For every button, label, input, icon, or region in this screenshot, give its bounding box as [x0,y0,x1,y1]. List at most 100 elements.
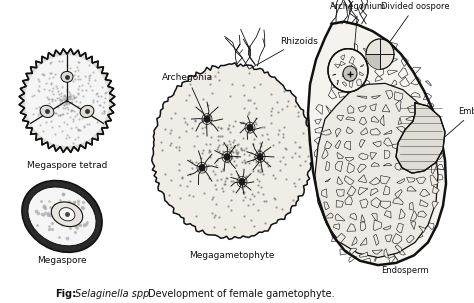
Polygon shape [415,186,423,195]
Polygon shape [357,164,366,173]
Point [48,98,56,103]
Point [207,122,215,127]
Point [44,96,52,101]
Polygon shape [364,174,367,184]
Polygon shape [365,211,374,215]
Point [68,94,75,98]
Point [36,105,43,110]
Point [280,125,288,130]
Polygon shape [340,199,346,208]
Point [63,95,71,100]
Polygon shape [389,257,395,264]
Point [238,160,246,165]
Point [199,148,207,153]
Polygon shape [407,186,416,191]
Polygon shape [437,137,441,146]
Polygon shape [338,92,348,98]
Point [240,93,248,98]
Point [38,71,46,76]
Point [84,81,92,85]
Point [205,176,213,181]
Polygon shape [385,142,394,146]
Point [74,91,82,96]
Point [81,73,88,78]
Polygon shape [382,105,390,112]
Text: Development of female gametophyte.: Development of female gametophyte. [148,289,335,299]
Polygon shape [385,91,393,99]
Circle shape [238,178,246,185]
Point [64,95,71,100]
Point [213,178,221,182]
Polygon shape [425,199,434,207]
Point [260,191,267,196]
Polygon shape [350,69,358,78]
Point [78,115,86,120]
Point [81,125,88,129]
Polygon shape [419,200,428,207]
Polygon shape [425,151,431,159]
Point [246,70,253,75]
Polygon shape [19,49,115,152]
Point [244,202,252,207]
Polygon shape [354,44,358,54]
Polygon shape [401,105,409,108]
Point [47,81,55,86]
Point [273,99,281,104]
Point [228,156,236,161]
Point [69,99,76,104]
Polygon shape [367,220,374,228]
Point [276,168,284,172]
Point [42,112,49,117]
Text: Archegonia: Archegonia [162,73,213,119]
Point [93,90,100,95]
Point [57,94,64,98]
Polygon shape [365,58,372,65]
Point [255,178,263,183]
Point [233,150,241,155]
Point [56,97,64,102]
Polygon shape [408,150,415,159]
Polygon shape [359,252,368,257]
Polygon shape [387,238,397,243]
Polygon shape [350,65,357,71]
Point [73,112,81,117]
Point [63,99,70,104]
Point [173,145,180,150]
Point [271,195,278,200]
Point [63,96,71,101]
Point [269,172,277,177]
Point [39,128,47,133]
Point [276,139,283,144]
Polygon shape [385,235,392,242]
Point [175,147,183,152]
Text: Rhizoids: Rhizoids [249,37,318,69]
Point [191,118,198,122]
Point [214,69,222,74]
Point [167,140,174,145]
Point [240,148,247,153]
Polygon shape [420,208,431,216]
Point [64,89,71,94]
Point [60,102,68,107]
Point [180,115,187,120]
Point [46,70,54,75]
Polygon shape [410,142,413,145]
Point [74,91,82,96]
Point [206,76,213,81]
Point [242,145,250,150]
Polygon shape [345,158,354,161]
Point [54,112,62,117]
Point [246,98,254,103]
Point [43,95,50,100]
Point [227,148,234,153]
Polygon shape [397,223,403,233]
Point [199,131,206,135]
Point [58,112,66,117]
Point [63,104,71,109]
Circle shape [199,164,206,171]
Polygon shape [341,176,350,183]
Point [46,108,54,113]
Point [224,155,232,160]
Point [64,133,71,138]
Point [176,168,183,173]
